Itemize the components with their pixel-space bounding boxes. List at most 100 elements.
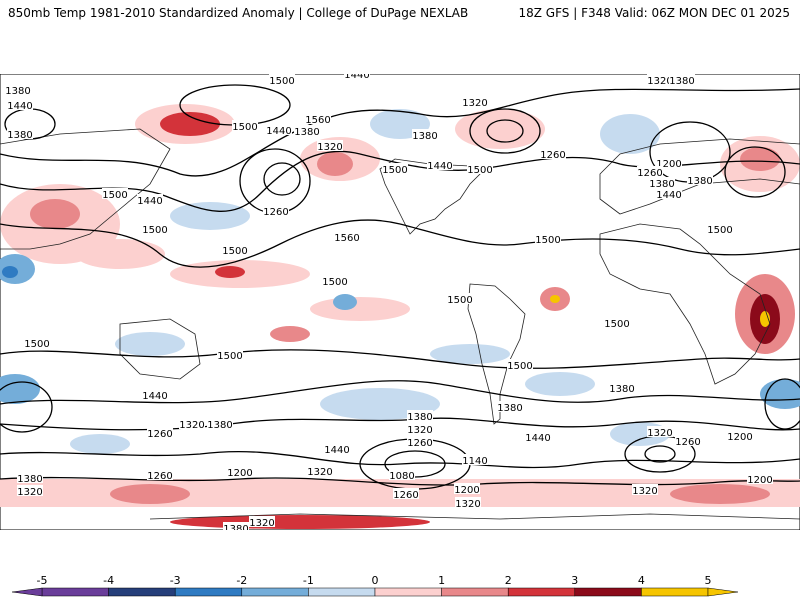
contour-label-bg (462, 96, 488, 107)
contour-label-bg (604, 317, 630, 328)
contour-label: 1380 (669, 76, 694, 87)
contour-label-bg (467, 163, 493, 174)
contour-label: 1320 (17, 487, 42, 498)
contour-label: 1440 (266, 126, 291, 137)
model-run-info: 18Z GFS | F348 Valid: 06Z MON DEC 01 202… (518, 6, 790, 20)
contour-label-bg (7, 99, 33, 110)
contour-label: 1500 (535, 235, 560, 246)
colorbar-tick-label: 5 (705, 574, 712, 587)
contour-label-bg (669, 74, 695, 85)
contour-label-bg (269, 74, 295, 85)
contour-label: 1320 (632, 486, 657, 497)
contour-label-bg (427, 159, 453, 170)
colorbar-swatch (641, 587, 709, 597)
contour-label-bg (344, 74, 370, 79)
colorbar-tick-label: 2 (505, 574, 512, 587)
contour-label: 1560 (305, 115, 330, 126)
contour-label-bg (324, 443, 350, 454)
contour-label: 1440 (656, 190, 681, 201)
contour-label: 1440 (525, 433, 550, 444)
colorbar-swatch (241, 587, 309, 597)
contour-label: 1200 (727, 432, 752, 443)
contour-label-bg (222, 244, 248, 255)
contour-label: 1380 (5, 86, 30, 97)
colorbar-tick-label: -2 (236, 574, 247, 587)
contour-label-bg (249, 516, 275, 527)
contour-label-bg (102, 188, 128, 199)
contour-label: 1500 (217, 351, 242, 362)
contour-label-bg (305, 113, 331, 124)
contour-label-bg (540, 148, 566, 159)
contour-label: 1260 (147, 429, 172, 440)
contour-label: 1560 (334, 233, 359, 244)
contour-label: 1440 (142, 391, 167, 402)
contour-label-bg (179, 418, 205, 429)
contour-label-bg (142, 389, 168, 400)
contour-label-bg (747, 473, 773, 484)
contour-label-bg (647, 74, 673, 85)
contour-label: 1500 (24, 339, 49, 350)
contour-label-bg (232, 120, 258, 131)
contour-label: 1320 (462, 98, 487, 109)
colorbar-swatch (374, 587, 442, 597)
anomaly-map: 1440 1380 1500 1440 1380 1320 1380 1560 1500 1440… (0, 74, 800, 530)
colorbar-tick-label: 4 (638, 574, 645, 587)
contour-label-bg (656, 188, 682, 199)
contour-label-bg (497, 401, 523, 412)
contour-label-bg (322, 275, 348, 286)
contour-label-bg (632, 484, 658, 495)
contour-label: 1320 (647, 76, 672, 87)
contour-label: 1380 (407, 412, 432, 423)
contour-label: 1380 (609, 384, 634, 395)
contour-label: 1500 (222, 246, 247, 257)
contour-label: 1500 (467, 165, 492, 176)
colorbar-swatch (507, 587, 576, 597)
contour-label: 1260 (147, 471, 172, 482)
contour-label-bg (266, 124, 292, 135)
colorbar-swatch (441, 587, 509, 597)
contour-label: 1500 (232, 122, 257, 133)
contour-label: 1380 (294, 127, 319, 138)
contour-label: 1200 (747, 475, 772, 486)
contour-label: 1260 (540, 150, 565, 161)
contour-label-bg (17, 472, 43, 483)
colorbar-tick-label: -1 (303, 574, 314, 587)
contour-label-bg (407, 436, 433, 447)
colorbar-tick-label: 0 (372, 574, 379, 587)
contour-label: 1440 (7, 101, 32, 112)
contour-label-bg (462, 454, 488, 465)
contour-label: 1440 (324, 445, 349, 456)
contour-label-bg (407, 410, 433, 421)
contour-label: 1500 (269, 76, 294, 87)
contour-label: 1320 (317, 142, 342, 153)
contour-label-bg (727, 430, 753, 441)
contour-label: 1440 (344, 74, 369, 81)
contour-label: 1500 (604, 319, 629, 330)
contour-label: 1320 (407, 425, 432, 436)
coastlines (0, 128, 800, 520)
contour-label-bg (137, 194, 163, 205)
height-contours (0, 84, 800, 490)
contour-label-bg (393, 488, 419, 499)
colorbar-swatch (574, 587, 642, 597)
contour-label-bg (307, 465, 333, 476)
contour-label: 1260 (675, 437, 700, 448)
colorbar: -5 -4 -3 -2 -1 0 1 2 3 4 5 (0, 570, 800, 600)
contour-label: 1380 (223, 524, 248, 530)
contour-label-bg (207, 418, 233, 429)
contour-label-bg (609, 382, 635, 393)
contour-label-bg (389, 469, 415, 480)
contour-label: 1080 (389, 471, 414, 482)
contour-label: 1320 (249, 518, 274, 529)
contour-label-bg (317, 140, 343, 151)
contour-label: 1140 (462, 456, 487, 467)
colorbar-tick-label: -3 (170, 574, 181, 587)
contour-label-bg (507, 359, 533, 370)
contour-label-bg (7, 128, 33, 139)
contour-label: 1440 (427, 161, 452, 172)
contour-label-bg (447, 293, 473, 304)
contour-label-bg (407, 423, 433, 434)
colorbar-swatch (174, 587, 243, 597)
contour-label: 1500 (707, 225, 732, 236)
